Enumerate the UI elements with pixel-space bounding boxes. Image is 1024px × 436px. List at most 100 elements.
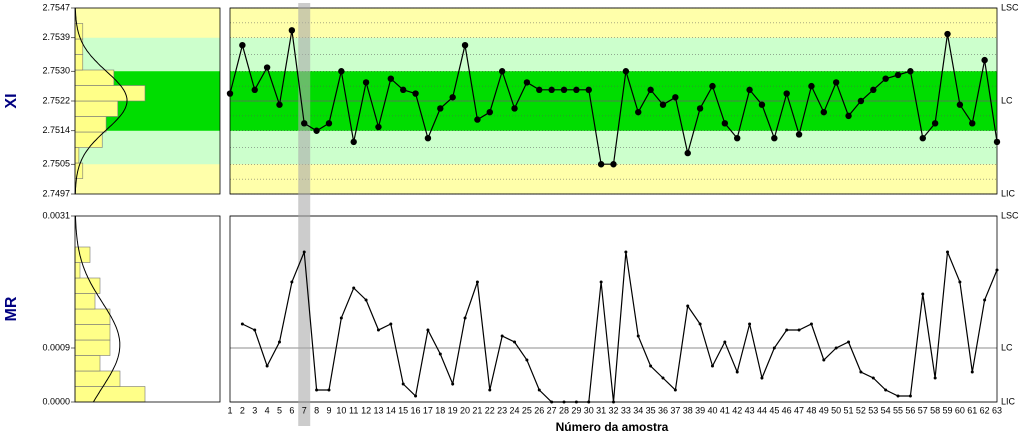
x-tick-label: 47 xyxy=(794,405,804,415)
data-point xyxy=(362,79,370,86)
data-point xyxy=(574,400,578,404)
x-tick-label: 31 xyxy=(596,405,606,415)
data-point xyxy=(696,105,704,112)
histogram-bar xyxy=(74,293,96,310)
data-point xyxy=(536,86,543,94)
x-tick-label: 30 xyxy=(584,405,594,415)
data-point xyxy=(463,316,467,320)
normal-curve xyxy=(75,216,121,403)
plot-frame xyxy=(229,7,998,195)
data-point xyxy=(783,90,790,97)
data-point xyxy=(350,138,357,146)
x-tick-label: 2 xyxy=(240,405,245,415)
x-tick-label: 60 xyxy=(955,405,965,415)
x-tick-label: 21 xyxy=(472,405,482,415)
x-tick-label: 58 xyxy=(930,405,940,415)
data-point xyxy=(649,364,653,368)
data-point xyxy=(288,27,296,34)
data-point xyxy=(612,400,615,404)
x-tick-label: 55 xyxy=(893,405,903,415)
y-tick-label: 0.0031 xyxy=(42,210,70,220)
data-point xyxy=(946,250,950,254)
x-tick-label: 32 xyxy=(608,405,618,415)
data-point xyxy=(624,250,628,254)
control-line-label: LIC xyxy=(1001,396,1016,406)
data-point xyxy=(401,382,405,386)
x-tick-label: 42 xyxy=(732,405,742,415)
data-point xyxy=(276,101,283,108)
x-tick-label: 24 xyxy=(510,405,520,415)
data-point xyxy=(735,370,739,374)
data-point xyxy=(859,370,863,374)
x-tick-label: 13 xyxy=(373,405,383,415)
plot-panel xyxy=(230,216,997,402)
y-tick-label: 2.7530 xyxy=(42,66,70,76)
series-line xyxy=(242,251,998,403)
data-point xyxy=(486,108,493,116)
data-point xyxy=(857,97,865,105)
data-point xyxy=(882,75,889,82)
x-tick-label: 25 xyxy=(522,405,532,415)
data-point xyxy=(772,346,776,350)
data-point xyxy=(931,120,939,127)
x-tick-label: 33 xyxy=(621,405,631,415)
data-point xyxy=(263,64,271,71)
x-tick-label: 37 xyxy=(670,405,680,415)
data-point xyxy=(399,86,407,94)
data-point xyxy=(474,116,481,123)
data-point xyxy=(438,352,442,356)
histogram-bar xyxy=(74,370,121,387)
y-tick-label: 0.0009 xyxy=(42,342,70,352)
data-point xyxy=(808,82,815,90)
data-point xyxy=(498,68,506,75)
x-tick-label: 16 xyxy=(411,405,421,415)
data-point xyxy=(847,340,851,344)
data-point xyxy=(301,120,308,127)
data-point xyxy=(993,138,1001,146)
x-tick-label: 46 xyxy=(782,405,792,415)
control-line-label: LC xyxy=(1001,342,1013,352)
x-tick-label: 39 xyxy=(695,405,705,415)
data-point xyxy=(748,322,752,326)
data-point xyxy=(437,105,444,112)
x-tick-label: 9 xyxy=(326,405,331,415)
data-point xyxy=(277,340,281,344)
x-tick-label: 63 xyxy=(992,405,1002,415)
data-point xyxy=(771,135,778,142)
data-point xyxy=(635,108,642,116)
histogram-bar xyxy=(74,116,107,133)
data-point xyxy=(723,340,727,344)
data-point xyxy=(426,328,430,332)
data-point xyxy=(969,120,976,127)
data-point xyxy=(523,79,531,86)
data-point xyxy=(956,101,964,108)
x-tick-label: 53 xyxy=(868,405,878,415)
data-point xyxy=(686,304,690,308)
y-tick-label: 2.7514 xyxy=(42,125,70,135)
x-tick-label: 18 xyxy=(435,405,445,415)
data-point xyxy=(970,370,974,374)
data-point xyxy=(908,394,912,398)
data-point xyxy=(226,90,234,97)
data-point xyxy=(513,340,517,344)
histogram-bar xyxy=(74,246,91,263)
control-line-label: LIC xyxy=(1001,188,1016,198)
data-point xyxy=(290,280,294,284)
data-point xyxy=(327,388,331,392)
data-point xyxy=(548,86,555,94)
data-point xyxy=(684,149,691,157)
data-point xyxy=(315,388,319,392)
x-tick-label: 22 xyxy=(485,405,495,415)
data-point xyxy=(414,394,418,398)
data-point xyxy=(313,127,320,134)
x-tick-label: 35 xyxy=(646,405,656,415)
data-point xyxy=(376,328,380,332)
x-tick-label: 27 xyxy=(547,405,557,415)
data-point xyxy=(896,394,900,398)
data-point xyxy=(871,376,875,380)
control-line-label: LC xyxy=(1001,95,1013,105)
data-point xyxy=(758,101,766,108)
data-point xyxy=(659,101,667,108)
